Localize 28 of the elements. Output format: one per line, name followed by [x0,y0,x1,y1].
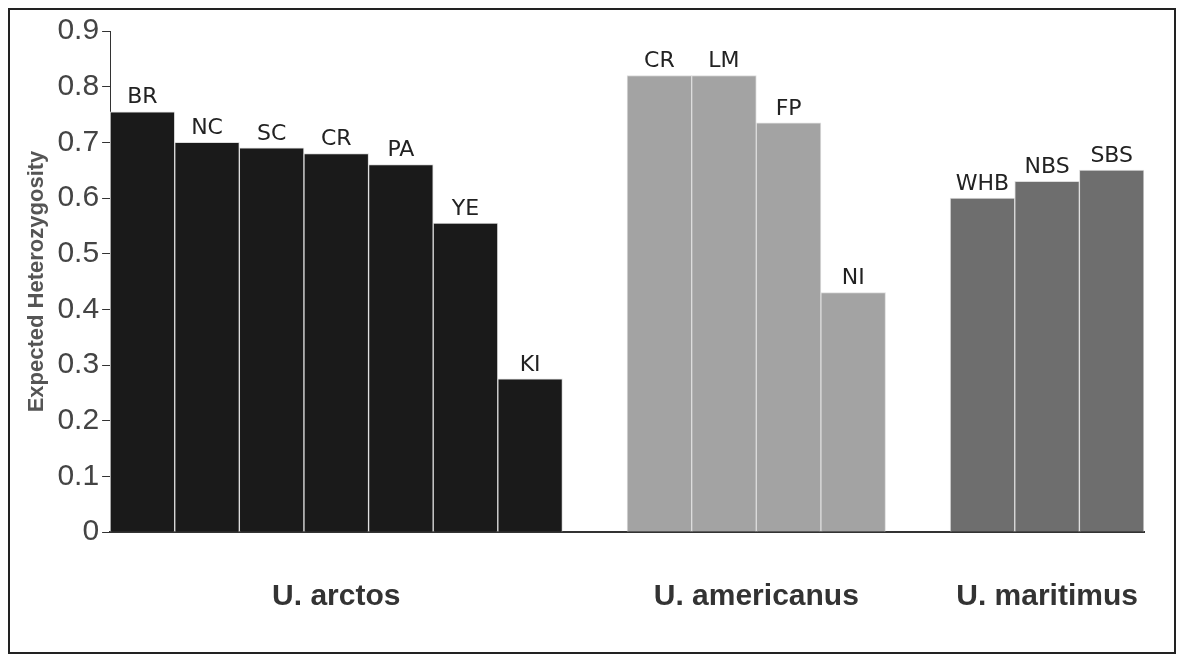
x-tick-label: CR [320,125,352,151]
y-tick-label: 0.7 [57,123,100,157]
text: U. americanus [653,578,859,612]
y-axis-title: Expected Heterozygosity [23,149,49,413]
y-tick-label: 0.1 [57,457,100,491]
x-tick-label: SBS [1090,141,1134,167]
x-tick-label: KI [519,350,541,376]
x-tick-label: NI [841,264,865,290]
y-tick-label: 0.2 [57,401,100,435]
y-tick-label: 0.9 [57,12,100,46]
text: U. maritimus [956,578,1138,612]
y-tick-label: 0.5 [57,234,100,268]
x-tick-label: NC [191,114,223,140]
y-tick-label: 0 [82,513,100,547]
x-tick-label: SC [256,119,287,145]
x-tick-label: NBS [1024,153,1070,179]
x-tick-label: YE [450,194,480,220]
x-tick-label: LM [708,47,740,73]
x-tick-label: BR [127,83,158,109]
text: U. arctos [272,578,401,612]
y-tick-label: 0.6 [57,179,100,213]
x-tick-label: CR [644,47,675,73]
x-tick-label: WHB [955,169,1010,195]
x-tick-label: PA [387,136,415,162]
y-tick-label: 0.4 [57,290,100,324]
x-tick-label: FP [775,94,802,120]
y-tick-label: 0.3 [57,346,100,380]
y-tick-label: 0.8 [57,67,100,101]
